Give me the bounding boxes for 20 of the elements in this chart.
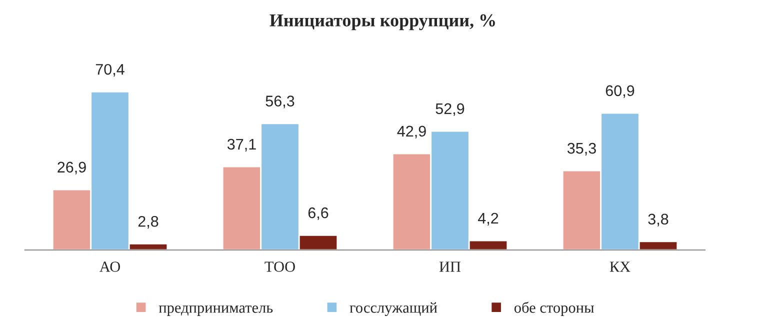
- data-label: 60,9: [606, 85, 634, 98]
- data-label: 52,9: [436, 103, 464, 116]
- data-label: 56,3: [266, 96, 294, 108]
- data-label: 37,1: [227, 138, 256, 152]
- data-label: 4,2: [478, 212, 498, 226]
- data-label: 42,9: [397, 126, 426, 138]
- data-label: 26,9: [58, 162, 86, 174]
- data-label: 3,8: [648, 214, 668, 226]
- x-tick-label: КХ: [610, 262, 630, 272]
- x-tick-label: ИП: [439, 262, 461, 272]
- data-label: 6,6: [308, 207, 328, 220]
- data-label: 70,4: [96, 64, 124, 77]
- data-label: 35,3: [567, 142, 596, 156]
- legend-label: предприниматель: [158, 305, 273, 316]
- data-label: 2,8: [138, 216, 158, 229]
- x-tick-label: АО: [100, 262, 120, 272]
- legend-label: госслужащий: [350, 302, 438, 316]
- chart-title: Инициаторы коррупции, %: [270, 14, 495, 30]
- x-tick-label: ТОО: [264, 262, 295, 272]
- legend-label: обе стороны: [514, 302, 594, 316]
